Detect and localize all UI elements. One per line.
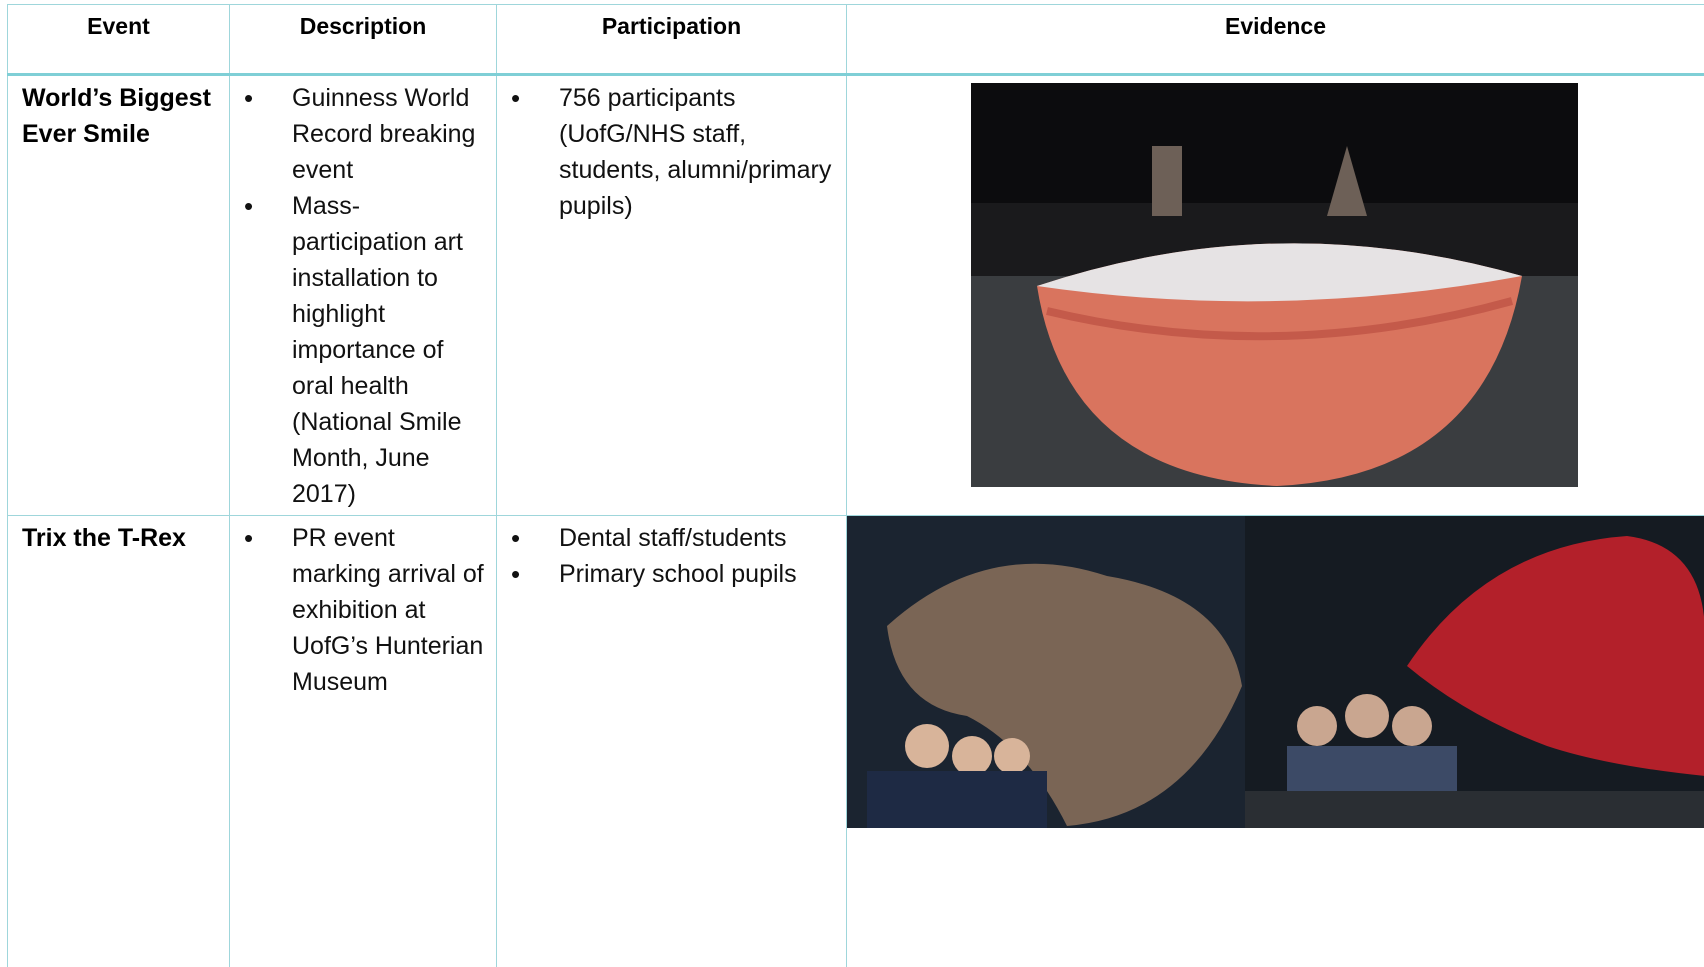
description-cell: PR event marking arrival of exhibition a… — [229, 515, 497, 967]
header-cell: Event — [7, 4, 230, 76]
header-cell: Description — [229, 4, 497, 76]
trex-photos — [847, 516, 1704, 828]
description-item: PR event marking arrival of exhibition a… — [230, 520, 496, 700]
participation-item: Primary school pupils — [497, 556, 846, 592]
event-table: Event Description Participation Evidence… — [7, 4, 1704, 967]
participation-cell: 756 participants (UofG/NHS staff, studen… — [496, 74, 847, 516]
event-cell: Trix the T-Rex — [7, 515, 230, 967]
description-item: Guinness World Record breaking event — [230, 80, 496, 188]
event-cell: World’s Biggest Ever Smile — [7, 74, 230, 516]
table-row: World’s Biggest Ever Smile Guinness Worl… — [7, 74, 1704, 516]
description-cell: Guinness World Record breaking event Mas… — [229, 74, 497, 516]
description-item: Mass-participation art installation to h… — [230, 188, 496, 512]
participation-cell: Dental staff/students Primary school pup… — [496, 515, 847, 967]
participation-item: Dental staff/students — [497, 520, 846, 556]
smile-photo — [971, 83, 1578, 487]
participation-item: 756 participants (UofG/NHS staff, studen… — [497, 80, 846, 224]
evidence-cell — [846, 74, 1704, 516]
table-row: Trix the T-Rex PR event marking arrival … — [7, 515, 1704, 967]
header-cell: Participation — [496, 4, 847, 76]
header-cell: Evidence — [846, 4, 1704, 76]
header-row: Event Description Participation Evidence — [7, 4, 1704, 76]
evidence-cell — [846, 515, 1704, 967]
